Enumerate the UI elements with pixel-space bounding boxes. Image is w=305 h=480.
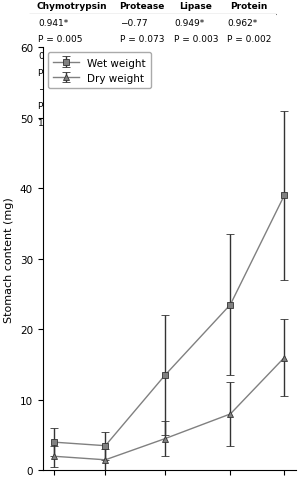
Y-axis label: Stomach content (mg): Stomach content (mg)	[4, 196, 14, 322]
Legend: Wet weight, Dry weight: Wet weight, Dry weight	[48, 53, 151, 89]
